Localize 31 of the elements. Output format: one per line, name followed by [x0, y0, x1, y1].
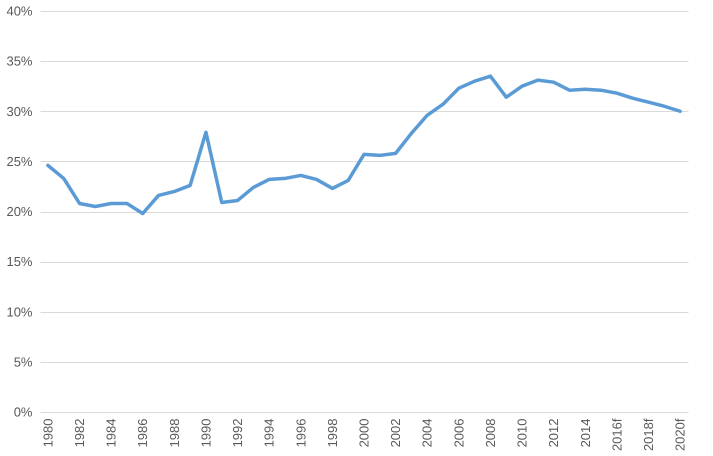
x-tick-label: 2004	[420, 418, 435, 448]
x-tick-label: 2014	[578, 418, 593, 448]
y-tick-label: 5%	[14, 354, 33, 370]
x-tick-label: 1980	[40, 418, 56, 448]
y-tick-label: 20%	[6, 204, 33, 219]
x-tick-label: 1988	[166, 418, 182, 448]
x-tick-label: 1984	[104, 418, 119, 448]
x-tick-label: 1990	[198, 418, 214, 448]
x-tick-label: 1992	[230, 418, 246, 448]
y-tick-label: 15%	[6, 254, 33, 270]
x-tick-label: 1982	[72, 418, 88, 448]
x-tick-label: 1996	[293, 418, 308, 448]
y-tick-label: 0%	[14, 404, 33, 420]
x-tick-label: 2016f	[609, 418, 624, 452]
x-tick-label: 2002	[388, 418, 404, 448]
y-tick-label: 25%	[6, 154, 33, 169]
x-tick-label: 1986	[135, 418, 150, 448]
y-tick-label: 35%	[6, 54, 33, 69]
x-tick-label: 2006	[451, 418, 466, 448]
line-series	[46, 74, 682, 216]
x-tick-label: 2020f	[672, 418, 688, 452]
x-tick-label: 2008	[482, 418, 498, 448]
x-tick-label: 1998	[324, 418, 340, 448]
x-tick-label: 2000	[356, 418, 372, 448]
y-tick-label: 10%	[6, 304, 33, 320]
y-tick-label: 30%	[6, 104, 33, 119]
x-tick-label: 1994	[262, 418, 277, 448]
x-tick-label: 2018f	[640, 418, 656, 452]
x-tick-label: 2012	[546, 418, 562, 448]
x-tick-label: 2010	[514, 418, 530, 448]
y-tick-label: 40%	[6, 4, 33, 18]
